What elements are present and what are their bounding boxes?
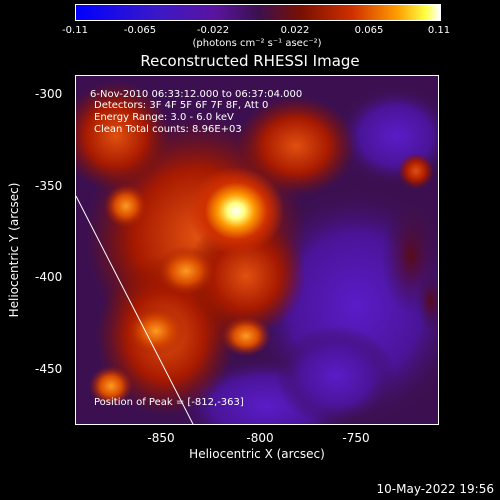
y-tick: -300	[35, 87, 63, 101]
solar-image: 6-Nov-2010 06:33:12.000 to 06:37:04.000 …	[75, 75, 439, 425]
time-range: 6-Nov-2010 06:33:12.000 to 06:37:04.000	[90, 89, 303, 100]
footer-timestamp: 10-May-2022 19:56	[376, 482, 494, 496]
x-tick: -800	[246, 431, 274, 445]
colorbar-tick: -0.065	[123, 25, 157, 36]
y-tick: -450	[35, 362, 63, 376]
y-axis-label: Heliocentric Y (arcsec)	[7, 182, 21, 318]
colorbar-tick: 0.022	[280, 25, 310, 36]
x-tick: -750	[342, 431, 370, 445]
plot-title: Reconstructed RHESSI Image	[140, 52, 360, 70]
x-tick: -850	[147, 431, 175, 445]
detectors-info: Detectors: 3F 4F 5F 6F 7F 8F, Att 0	[94, 100, 269, 111]
colorbar-tick: -0.11	[62, 25, 88, 36]
colorbar-units: (photons cm⁻² s⁻¹ asec⁻²)	[192, 38, 322, 49]
clean-counts: Clean Total counts: 8.96E+03	[94, 124, 242, 135]
colorbar-tick: -0.022	[196, 25, 230, 36]
solar-limb-line	[76, 195, 194, 424]
y-tick: -350	[35, 179, 63, 193]
colorbar-tick: 0.065	[354, 25, 384, 36]
x-axis-label: Heliocentric X (arcsec)	[189, 447, 325, 461]
colorbar	[75, 4, 441, 21]
colorbar-tick: 0.11	[427, 25, 451, 36]
peak-position: Position of Peak = [-812,-363]	[94, 397, 244, 408]
solar-image-render	[76, 76, 438, 424]
energy-range: Energy Range: 3.0 - 6.0 keV	[94, 112, 234, 123]
y-tick: -400	[35, 270, 63, 284]
